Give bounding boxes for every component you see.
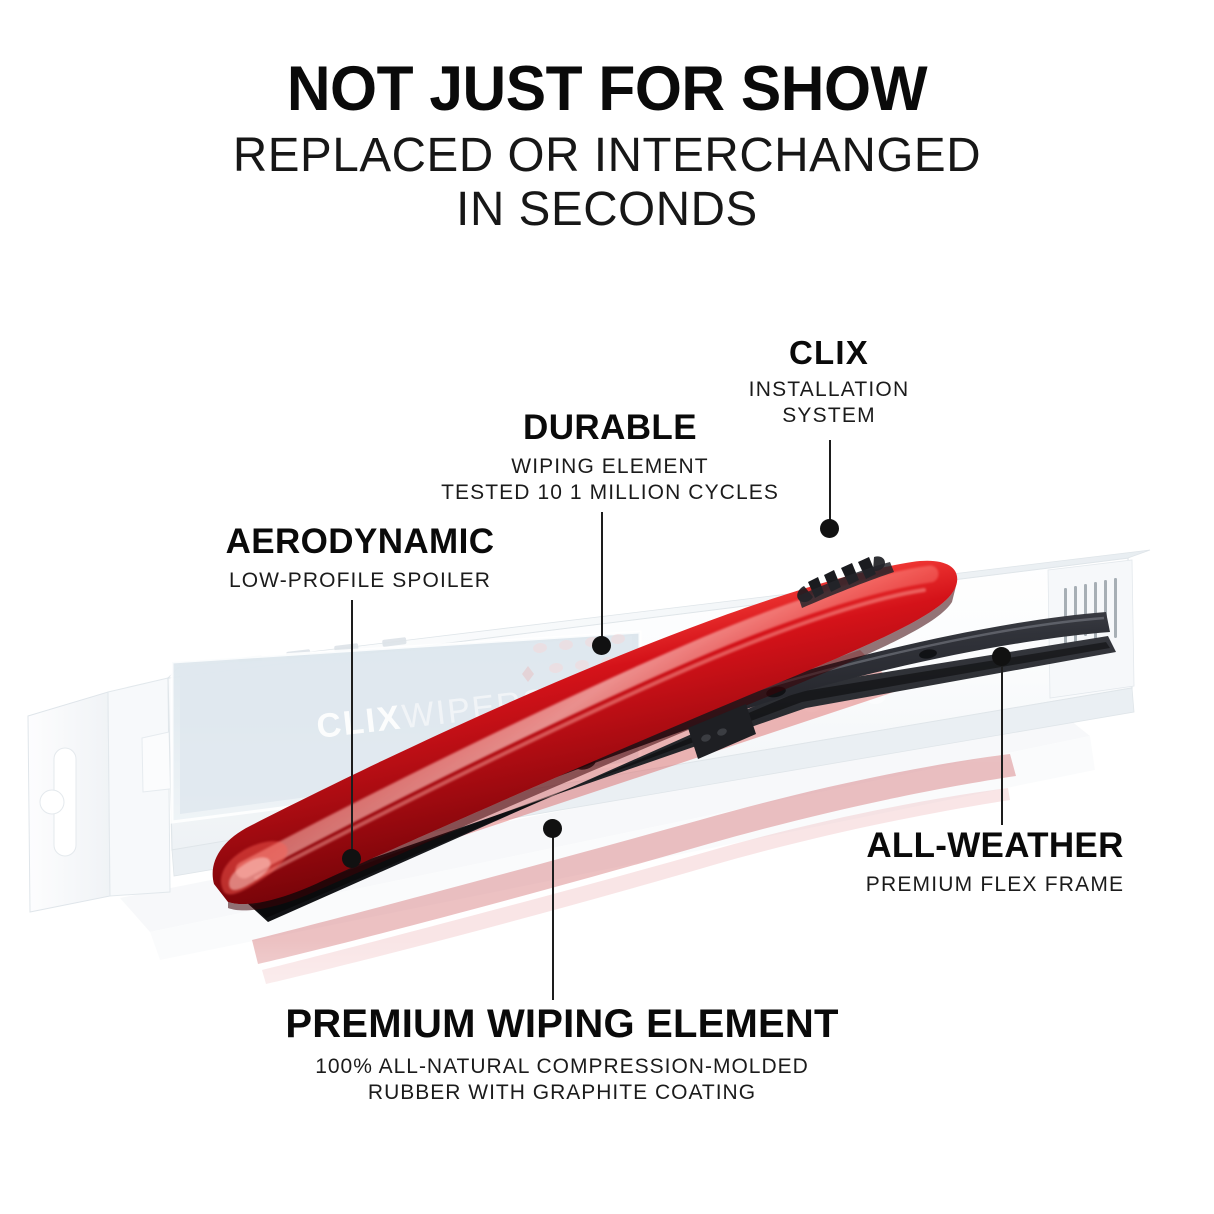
callout-all-weather-title: ALL-WEATHER [866,826,1124,865]
leader-dot-durable [592,636,611,655]
aerodynamic-spoiler [212,560,958,905]
flex-frame [236,612,1110,900]
callout-aerodynamic-sub-line1: LOW-PROFILE SPOILER [228,569,492,592]
callout-all-weather-subtitle: PREMIUM FLEX FRAME [780,872,1210,898]
wiper-blade [212,556,1116,922]
leader-line-premium [552,832,554,1000]
callout-all-weather-sub-line1: PREMIUM FLEX FRAME [865,873,1125,896]
callout-durable-title: DURABLE [523,408,697,447]
callout-premium-subtitle: 100% ALL-NATURAL COMPRESSION-MOLDED RUBB… [182,1054,942,1105]
callout-durable-sub-line1: WIPING ELEMENT [511,455,709,478]
wiping-element [246,636,1116,922]
callout-durable: DURABLE WIPING ELEMENT TESTED 10 1 MILLI… [400,410,820,505]
leader-line-aerodynamic [351,600,353,858]
callout-aerodynamic: AERODYNAMIC LOW-PROFILE SPOILER [160,524,560,594]
leader-dot-clix [820,519,839,538]
callout-clix-title: CLIX [789,334,869,371]
leader-line-clix [829,440,831,528]
callout-premium-sub-line1: 100% ALL-NATURAL COMPRESSION-MOLDED [315,1055,809,1078]
callout-premium-title: PREMIUM WIPING ELEMENT [285,1002,839,1046]
page-subtitle-line1: REPLACED OR INTERCHANGED [232,129,982,182]
mount-block [688,704,756,759]
callout-clix: CLIX INSTALLATION SYSTEM [674,336,984,428]
leader-dot-aerodynamic [342,849,361,868]
callout-durable-sub-line2: TESTED 10 1 MILLION CYCLES [441,480,779,504]
callout-premium-wiping-element: PREMIUM WIPING ELEMENT 100% ALL-NATURAL … [182,1004,942,1105]
leader-dot-premium [543,819,562,838]
blade-reflection [252,754,1016,984]
headline-block: NOT JUST FOR SHOW REPLACED OR INTERCHANG… [0,58,1214,237]
page-title: NOT JUST FOR SHOW [286,54,928,124]
leader-line-durable [601,512,603,645]
callout-clix-subtitle: INSTALLATION SYSTEM [674,377,984,428]
leader-line-all-weather [1001,660,1003,825]
leader-dot-all-weather [992,647,1011,666]
product-photo: CLIX WIPERS [0,540,1214,1100]
callout-aerodynamic-subtitle: LOW-PROFILE SPOILER [160,568,560,594]
callout-durable-subtitle: WIPING ELEMENT TESTED 10 1 MILLION CYCLE… [400,454,820,505]
page-subtitle: REPLACED OR INTERCHANGED IN SECONDS [6,129,1208,237]
page-subtitle-line2: IN SECONDS [456,182,758,236]
callout-clix-sub-line1: INSTALLATION [748,378,910,401]
callout-aerodynamic-title: AERODYNAMIC [225,522,495,561]
callout-clix-sub-line2: SYSTEM [782,403,876,427]
callout-premium-sub-line2: RUBBER WITH GRAPHITE COATING [367,1080,757,1104]
callout-all-weather: ALL-WEATHER PREMIUM FLEX FRAME [780,828,1210,898]
